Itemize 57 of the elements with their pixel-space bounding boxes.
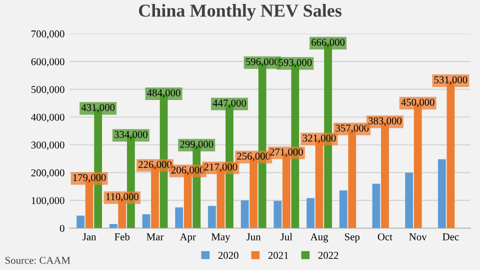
data-label: 447,000 (212, 100, 246, 108)
chart-title: China Monthly NEV Sales (138, 4, 342, 20)
data-label: 531,000 (434, 76, 468, 85)
bar (76, 216, 84, 228)
y-tick-label: 700,000 (32, 30, 64, 39)
bar (175, 207, 184, 228)
legend-label: 2022 (318, 252, 338, 259)
data-label: 383,000 (368, 117, 402, 126)
x-tick-label: Sep (345, 233, 360, 242)
bar (438, 159, 446, 228)
data-label: 596,000 (246, 58, 279, 67)
bar (240, 200, 249, 228)
data-label: 110,000 (106, 193, 138, 202)
data-label: 256,000 (237, 152, 270, 162)
bar (339, 190, 348, 228)
data-label: 484,000 (147, 89, 180, 98)
x-tick-label: Dec (442, 233, 459, 240)
x-tick-label: Jan (82, 233, 96, 240)
x-tick-label: Apr (180, 233, 196, 242)
bar (306, 198, 314, 228)
bar (274, 200, 282, 228)
data-label: 226,000 (138, 160, 172, 170)
y-tick-label: 200,000 (31, 169, 64, 178)
y-tick-label: 0 (60, 224, 64, 232)
data-label: 321,000 (302, 134, 336, 144)
data-label: 206,000 (171, 166, 204, 176)
data-label: 431,000 (81, 104, 115, 113)
data-label: 217,000 (204, 163, 238, 172)
legend-label: 2021 (268, 252, 288, 259)
x-tick-label: Oct (378, 233, 392, 240)
data-label: 334,000 (114, 130, 148, 140)
data-label: 271,000 (270, 148, 303, 157)
y-tick-label: 100,000 (32, 197, 64, 206)
legend-label: 2020 (218, 252, 238, 259)
data-label: 299,000 (180, 140, 214, 150)
data-label: 450,000 (401, 98, 434, 108)
data-label: 179,000 (73, 174, 106, 183)
x-tick-label: Feb (114, 233, 130, 240)
bar (109, 224, 118, 228)
y-tick-label: 400,000 (31, 114, 64, 122)
x-tick-label: Jul (280, 233, 292, 240)
source-note: Source: CAAM (5, 256, 70, 264)
y-tick-label: 600,000 (31, 58, 64, 67)
bar (405, 172, 414, 228)
x-tick-label: May (211, 233, 230, 242)
x-tick-label: Mar (146, 233, 164, 240)
bar (208, 206, 216, 228)
y-tick-label: 500,000 (31, 86, 64, 95)
bar (372, 184, 380, 228)
x-tick-label: Aug (310, 233, 328, 242)
y-tick-label: 300,000 (31, 142, 64, 150)
x-tick-label: Jun (246, 233, 261, 240)
data-label: 666,000 (312, 38, 345, 48)
data-label: 357,000 (336, 124, 369, 134)
data-label: 593,000 (278, 59, 312, 68)
x-tick-label: Nov (409, 233, 427, 240)
bar (142, 214, 150, 228)
